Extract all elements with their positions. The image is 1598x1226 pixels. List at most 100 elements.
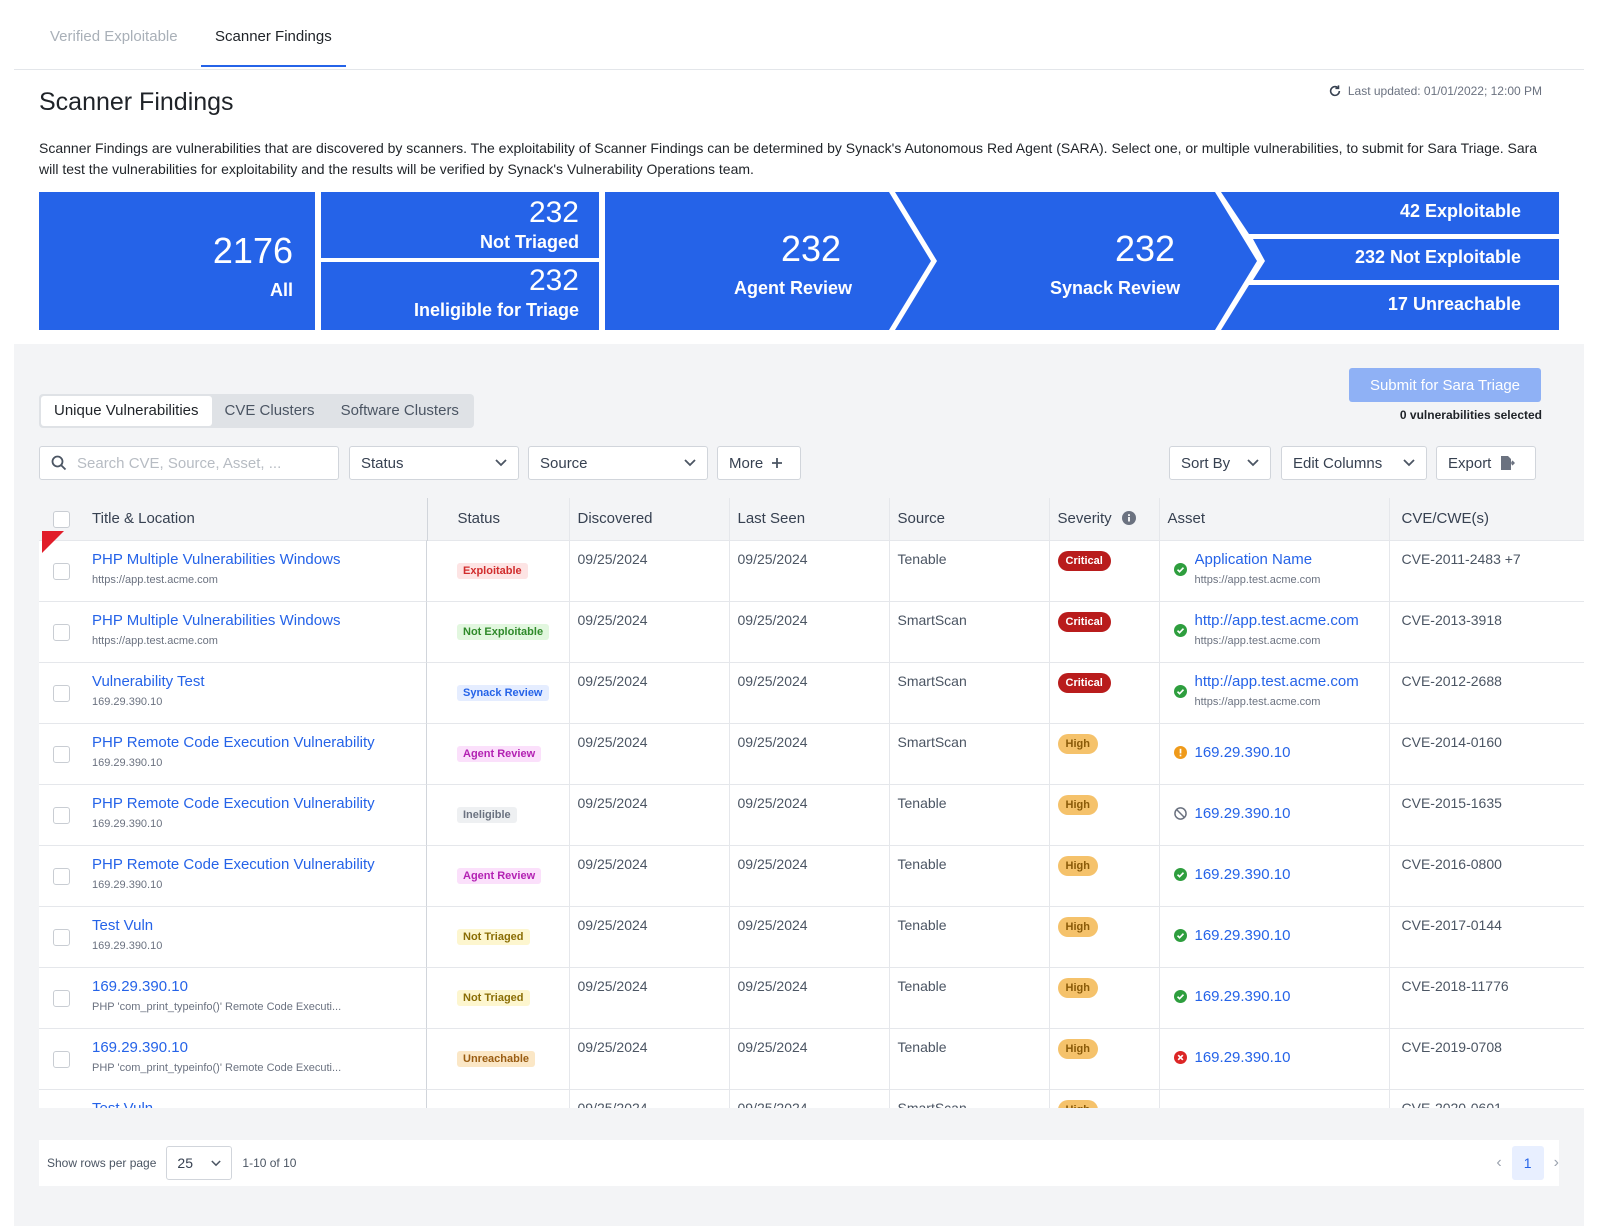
row-checkbox[interactable] <box>53 624 70 641</box>
tab-unique-vulnerabilities[interactable]: Unique Vulnerabilities <box>41 396 212 426</box>
finding-title-link[interactable]: PHP Multiple Vulnerabilities Windows <box>92 612 341 629</box>
asset-link[interactable]: http://app.test.acme.com <box>1194 672 1359 690</box>
asset-link[interactable]: 169.29.390.10 <box>1194 804 1291 822</box>
funnel-unreachable-shape[interactable] <box>1221 285 1559 330</box>
finding-title-link[interactable]: PHP Multiple Vulnerabilities Windows <box>92 551 341 568</box>
table-row[interactable]: 169.29.390.10 PHP 'com_print_typeinfo()' … <box>39 966 1584 1028</box>
column-header-severity[interactable]: Severity <box>1049 498 1160 540</box>
finding-title-link[interactable]: PHP Remote Code Execution Vulnerability <box>92 795 375 812</box>
row-checkbox[interactable] <box>53 929 70 946</box>
info-icon[interactable] <box>1121 511 1136 526</box>
funnel-all-label: All <box>269 280 293 300</box>
row-checkbox[interactable] <box>53 807 70 824</box>
column-header-title-location[interactable]: Title & Location <box>39 498 428 540</box>
check-circle-icon <box>1173 684 1187 698</box>
funnel-not-triaged[interactable]: 232 Not Triaged <box>321 192 599 258</box>
asset-url: https://app.test.acme.com <box>1194 634 1321 647</box>
rows-per-page-select[interactable]: 25 <box>166 1146 233 1180</box>
search-input[interactable] <box>75 453 315 473</box>
top-tab-bar: Verified Exploitable Scanner Findings <box>14 0 1584 70</box>
column-header-last-seen[interactable]: Last Seen <box>729 498 890 540</box>
table-row[interactable]: PHP Remote Code Execution Vulnerability 1… <box>39 722 1584 784</box>
asset-link[interactable]: 169.29.390.10 <box>1194 926 1291 944</box>
asset-link[interactable]: Application Name <box>1194 550 1313 568</box>
submit-sara-triage-button[interactable]: Submit for Sara Triage <box>1349 368 1541 402</box>
column-header-asset[interactable]: Asset <box>1159 498 1390 540</box>
row-checkbox[interactable] <box>53 868 70 885</box>
status-filter[interactable]: Status <box>349 446 519 480</box>
column-header-source[interactable]: Source <box>889 498 1050 540</box>
finding-title-link[interactable]: Test Vuln <box>92 1100 412 1108</box>
title-location-cell: PHP Remote Code Execution Vulnerability 1… <box>39 723 427 784</box>
funnel-synack-review-shape[interactable] <box>895 192 1257 330</box>
table-row[interactable]: PHP Remote Code Execution Vulnerability 1… <box>39 783 1584 845</box>
funnel-not-exploitable-label: 232 Not Exploitable <box>1354 247 1521 267</box>
severity-cell: High <box>1049 905 1160 967</box>
finding-title-link[interactable]: Vulnerability Test <box>92 673 205 690</box>
discovered-cell: 09/25/2024 <box>569 600 730 662</box>
source-filter[interactable]: Source <box>528 446 708 480</box>
refresh-icon[interactable] <box>1328 84 1342 98</box>
severity-badge: Critical <box>1057 672 1111 693</box>
column-header-cve[interactable]: CVE/CWE(s) <box>1389 498 1584 540</box>
row-checkbox[interactable] <box>53 990 70 1007</box>
title-location-cell: 169.29.390.10 PHP 'com_print_typeinfo()' … <box>39 967 427 1028</box>
blocked-icon <box>1173 806 1187 820</box>
funnel-chevrons <box>605 192 1559 330</box>
tab-cve-clusters[interactable]: CVE Clusters <box>224 402 315 419</box>
page-button-current[interactable]: 1 <box>1511 1146 1544 1180</box>
funnel-agent-review-shape[interactable] <box>605 192 931 330</box>
column-header-discovered[interactable]: Discovered <box>569 498 730 540</box>
status-badge: Agent Review <box>457 745 542 762</box>
finding-title-link[interactable]: PHP Remote Code Execution Vulnerability <box>92 734 375 751</box>
tab-verified-exploitable[interactable]: Verified Exploitable <box>50 28 178 45</box>
severity-badge: High <box>1057 916 1098 937</box>
finding-title-link[interactable]: Test Vuln <box>92 917 154 934</box>
table-row[interactable]: Vulnerability Test 169.29.390.10 Synack Re… <box>39 661 1584 723</box>
status-badge: Exploitable <box>457 562 528 579</box>
pager: ‹ 1 › <box>1496 1146 1559 1180</box>
tab-scanner-findings[interactable]: Scanner Findings <box>201 28 346 67</box>
more-filters-button[interactable]: More <box>717 446 801 480</box>
chevron-right-icon[interactable]: › <box>1553 1154 1559 1171</box>
row-checkbox[interactable] <box>53 746 70 763</box>
row-checkbox[interactable] <box>53 563 70 580</box>
table-row[interactable]: PHP Multiple Vulnerabilities Windows http… <box>39 600 1584 662</box>
row-checkbox[interactable] <box>53 685 70 702</box>
asset-link[interactable]: 169.29.390.10 <box>1194 1048 1291 1066</box>
funnel-not-exploitable-shape[interactable] <box>1253 239 1559 280</box>
funnel-ineligible-label: Ineligible for Triage <box>413 300 579 320</box>
asset-link[interactable]: http://app.test.acme.com <box>1194 611 1359 629</box>
edit-columns-dropdown[interactable]: Edit Columns <box>1281 446 1427 480</box>
asset-link[interactable]: 169.29.390.10 <box>1194 743 1291 761</box>
asset-cell: http://app.test.acme.com https://app.test… <box>1159 661 1390 723</box>
table-row[interactable]: PHP Multiple Vulnerabilities Windows http… <box>39 539 1584 601</box>
tab-software-clusters[interactable]: Software Clusters <box>340 402 459 419</box>
edit-columns-label: Edit Columns <box>1293 454 1383 472</box>
select-all-checkbox[interactable] <box>53 510 70 528</box>
cve-cell: CVE-2016-0800 <box>1389 844 1584 906</box>
table-row[interactable]: Test Vuln 169.29.390.10 Not Triaged 09/25/2… <box>39 905 1584 967</box>
asset-link[interactable]: 169.29.390.10 <box>1194 987 1291 1005</box>
last-updated: Last updated: 01/01/2022; 12:00 PM <box>1328 84 1542 98</box>
finding-title-link[interactable]: 169.29.390.10 <box>92 978 188 995</box>
funnel-ineligible[interactable]: 232 Ineligible for Triage <box>321 262 599 330</box>
table-row[interactable]: PHP Remote Code Execution Vulnerability 1… <box>39 844 1584 906</box>
funnel-all[interactable]: 2176 All <box>39 192 315 330</box>
asset-link[interactable]: 169.29.390.10 <box>1194 865 1291 883</box>
column-header-status[interactable]: Status <box>427 498 570 540</box>
sort-by-dropdown[interactable]: Sort By <box>1169 446 1271 480</box>
finding-title-link[interactable]: 169.29.390.10 <box>92 1039 188 1056</box>
triage-funnel: 2176 All 232 Not Triaged 232 Ineligible … <box>39 192 1559 330</box>
discovered-cell: 09/25/2024 <box>569 1088 730 1108</box>
search-box[interactable] <box>39 446 339 480</box>
error-circle-icon <box>1173 1050 1187 1064</box>
row-checkbox[interactable] <box>53 1051 70 1068</box>
export-button[interactable]: Export <box>1436 446 1536 480</box>
chevron-left-icon[interactable]: ‹ <box>1496 1154 1502 1171</box>
funnel-exploitable-shape[interactable] <box>1221 192 1559 234</box>
finding-title-link[interactable]: PHP Remote Code Execution Vulnerability <box>92 856 375 873</box>
asset-cell: Application Name https://app.test.acme.co… <box>1159 539 1390 601</box>
table-row[interactable]: 169.29.390.10 PHP 'com_print_typeinfo()' … <box>39 1027 1584 1089</box>
